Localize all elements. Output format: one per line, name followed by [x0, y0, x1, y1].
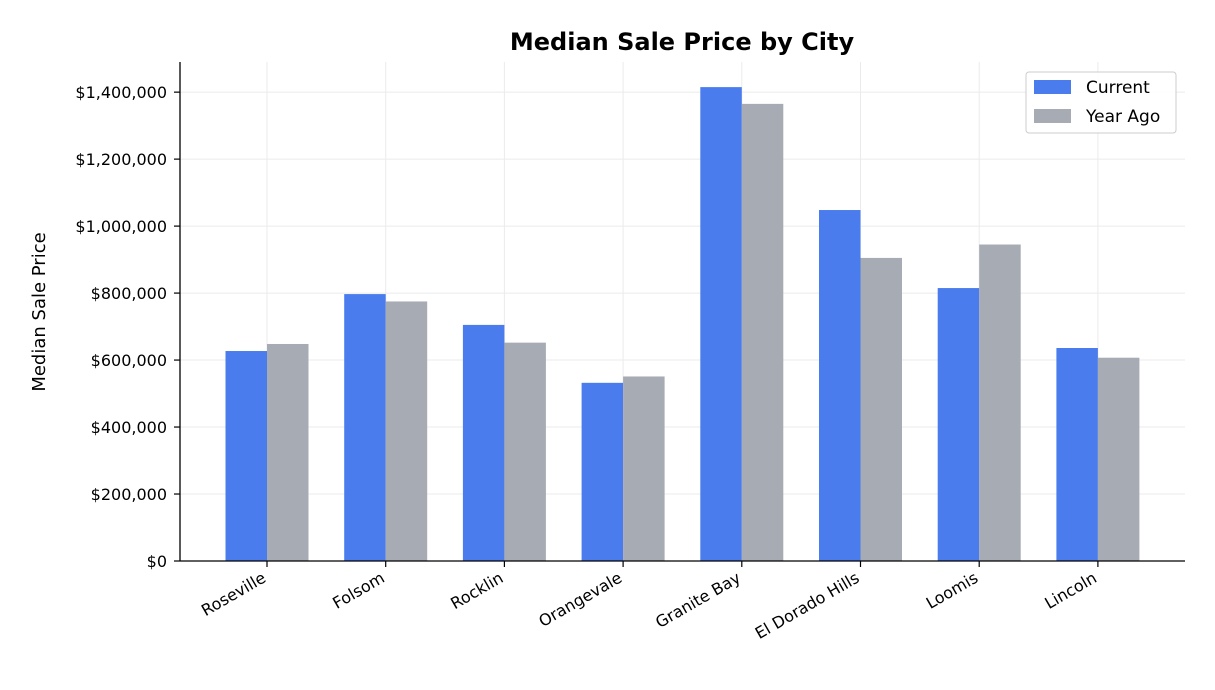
bar-year-ago-5	[860, 257, 902, 561]
bar-current-1	[344, 294, 386, 561]
x-tick-label-6: Loomis	[923, 568, 981, 613]
bar-year-ago-7	[1097, 357, 1140, 561]
y-tick-label-5: $1,000,000	[75, 217, 167, 236]
y-tick-label-1: $200,000	[91, 485, 167, 504]
legend: Current Year Ago	[1025, 71, 1177, 134]
y-tick-label-6: $1,200,000	[75, 150, 167, 169]
y-ticks: $0 $200,000 $400,000 $600,000 $800,000 $1,000…	[75, 83, 180, 571]
legend-swatch-current	[1034, 80, 1071, 94]
x-tick-label-0: Roseville	[198, 568, 269, 620]
legend-label-current: Current	[1086, 78, 1150, 98]
grid-lines	[180, 62, 1185, 562]
x-ticks: Roseville Folsom Rocklin Orangevale Granite …	[198, 561, 1100, 643]
y-axis-label: Median Sale Price	[29, 232, 50, 391]
y-tick-label-2: $400,000	[91, 418, 167, 437]
bar-current-6	[937, 288, 980, 561]
x-tick-label-5: El Dorado Hills	[752, 568, 863, 643]
axes	[179, 62, 1185, 562]
bar-current-0	[225, 351, 267, 561]
bar-year-ago-6	[979, 244, 1021, 561]
bars	[225, 87, 1140, 562]
bar-current-7	[1056, 348, 1098, 561]
legend-label-year-ago: Year Ago	[1085, 107, 1160, 127]
bar-year-ago-0	[267, 343, 309, 561]
bar-year-ago-3	[623, 376, 665, 561]
chart-title: Median Sale Price by City	[510, 28, 855, 56]
bar-year-ago-2	[504, 342, 546, 561]
x-tick-label-2: Rocklin	[447, 568, 506, 613]
bar-current-4	[700, 87, 742, 562]
y-tick-label-0: $0	[147, 552, 167, 571]
x-tick-label-1: Folsom	[329, 568, 387, 613]
bar-current-5	[819, 210, 861, 561]
y-tick-label-7: $1,400,000	[75, 83, 167, 102]
bar-year-ago-4	[741, 103, 784, 561]
bar-year-ago-1	[385, 301, 428, 561]
bar-current-3	[581, 382, 624, 561]
y-tick-label-4: $800,000	[91, 284, 167, 303]
legend-swatch-year-ago	[1034, 109, 1071, 123]
x-tick-label-4: Granite Bay	[652, 568, 744, 632]
x-tick-label-3: Orangevale	[535, 568, 625, 631]
bar-current-2	[462, 324, 505, 561]
y-tick-label-3: $600,000	[91, 351, 167, 370]
x-tick-label-7: Lincoln	[1041, 568, 1100, 613]
